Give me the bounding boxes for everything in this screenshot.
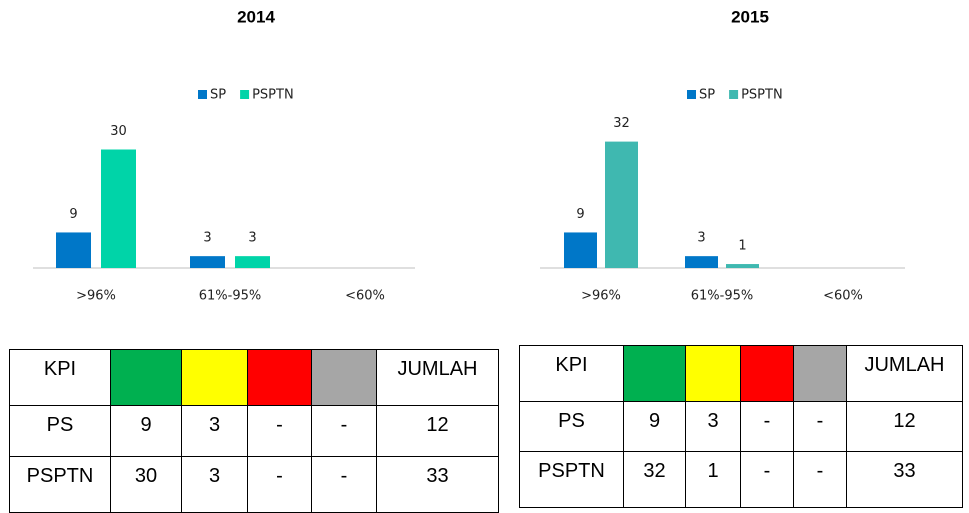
header-cell: JUMLAH	[846, 345, 963, 402]
data-label: 30	[110, 124, 127, 139]
legend-label: PSPTN	[252, 88, 294, 103]
chart-title: 2014	[237, 7, 275, 26]
color-cell	[110, 349, 182, 406]
data-label: 3	[697, 231, 705, 246]
color-cell	[793, 345, 847, 402]
data-label: 3	[248, 231, 256, 246]
bar	[605, 141, 638, 268]
bar	[101, 149, 136, 268]
table-cell: PSPTN	[9, 456, 111, 513]
legend-label: SP	[210, 88, 226, 103]
table-cell: 9	[623, 401, 686, 452]
data-label: 9	[576, 207, 584, 222]
color-cell	[623, 345, 686, 402]
table-cell: -	[793, 401, 847, 452]
table-cell: -	[247, 456, 312, 513]
legend-swatch	[240, 90, 250, 99]
table-cell: 33	[846, 451, 963, 508]
header-cell: KPI	[519, 345, 624, 402]
x-tick-label: 61%-95%	[691, 289, 753, 304]
legend-label: SP	[699, 88, 715, 103]
color-cell	[311, 349, 377, 406]
x-tick-label: 61%-95%	[199, 289, 261, 304]
table-cell: PS	[9, 405, 111, 457]
table-cell: 12	[376, 405, 499, 457]
bar	[235, 256, 270, 268]
table-cell: -	[311, 456, 377, 513]
table-row: PSPTN 30 3- -33	[9, 456, 499, 513]
table-cell: 12	[846, 401, 963, 452]
table-cell: 3	[685, 401, 741, 452]
x-tick-label: <60%	[345, 289, 385, 304]
table-cell: PSPTN	[519, 451, 624, 508]
color-cell	[685, 345, 741, 402]
data-label: 1	[738, 239, 746, 254]
bar	[726, 264, 759, 268]
table-row: PS 9 3- -12	[519, 401, 963, 452]
table-row: PSPTN 32 1- -33	[519, 451, 963, 508]
charts: 2014 SP PSPTN >96% 9 30 61%-95% 3 3 <60% 2015 SP PSP…	[33, 7, 905, 304]
data-label: 3	[203, 231, 211, 246]
bar	[190, 256, 225, 268]
kpi-table: KPI JUMLAH PS 9 3- -12 PSPTN 32 1- -33	[519, 345, 963, 508]
data-label: 9	[69, 207, 77, 222]
table-cell: 3	[181, 405, 248, 457]
bar	[56, 232, 91, 268]
table-cell: 32	[623, 451, 686, 508]
chart-title: 2015	[731, 7, 769, 26]
legend-label: PSPTN	[741, 88, 783, 103]
legend-swatch	[729, 90, 739, 99]
table-cell: -	[247, 405, 312, 457]
table-row: PS 9 3- -12	[9, 405, 499, 457]
x-tick-label: >96%	[76, 289, 116, 304]
bar	[564, 232, 597, 268]
table-cell: -	[793, 451, 847, 508]
color-cell	[740, 345, 794, 402]
x-tick-label: >96%	[581, 289, 621, 304]
color-cell	[181, 349, 248, 406]
table-cell: PS	[519, 401, 624, 452]
x-tick-label: <60%	[823, 289, 863, 304]
header-cell: JUMLAH	[376, 349, 499, 406]
bar	[685, 256, 718, 268]
color-cell	[247, 349, 312, 406]
header-cell: KPI	[9, 349, 111, 406]
table-cell: 9	[110, 405, 182, 457]
header-row: KPI JUMLAH	[9, 349, 499, 406]
table-cell: 30	[110, 456, 182, 513]
legend-swatch	[198, 90, 207, 99]
table-cell: -	[740, 401, 794, 452]
table-cell: 3	[181, 456, 248, 513]
legend-swatch	[687, 90, 696, 99]
data-label: 32	[613, 116, 630, 131]
header-row: KPI JUMLAH	[519, 345, 963, 402]
table-cell: 1	[685, 451, 741, 508]
table-cell: 33	[376, 456, 499, 513]
table-cell: -	[311, 405, 377, 457]
table-cell: -	[740, 451, 794, 508]
kpi-table: KPI JUMLAH PS 9 3- -12 PSPTN 30 3- -33	[9, 349, 499, 513]
